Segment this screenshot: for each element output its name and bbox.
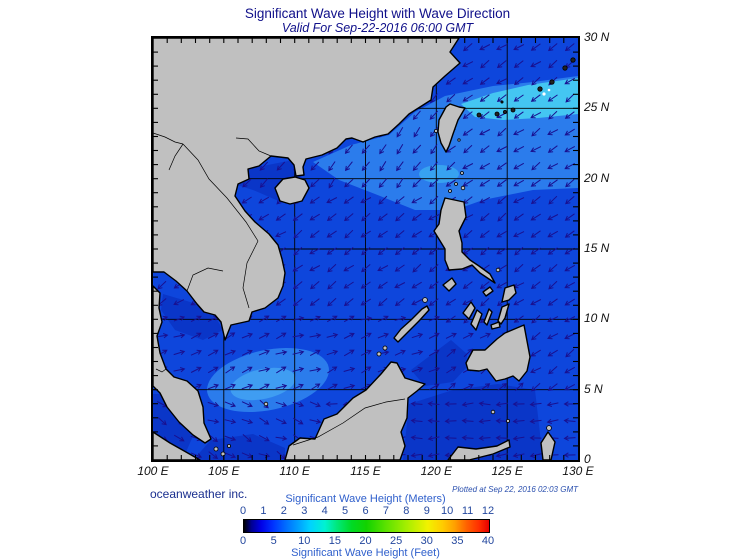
legend-ticks-meters: 0 1 2 3 4 5 6 7 8 9 10 11 12 (239, 505, 494, 517)
y-axis-label: 20 N (584, 170, 610, 185)
legend-tick-meters: 2 (280, 505, 287, 517)
legend-tick-feet: 15 (328, 535, 341, 547)
y-axis-label: 10 N (584, 311, 610, 326)
legend-tick-meters: 8 (403, 505, 410, 517)
x-axis-label: 100 E (137, 464, 169, 478)
y-axis-label: 30 N (584, 30, 610, 44)
x-axis-label: 115 E (350, 464, 381, 478)
legend-colorbar (243, 519, 490, 533)
y-axis-label: 0 (584, 452, 591, 466)
legend-tick-meters: 10 (441, 505, 454, 517)
land-mindanao (465, 324, 531, 382)
legend-tick-feet: 35 (451, 535, 464, 547)
island-bohol (490, 321, 501, 330)
x-axis-label: 110 E (279, 464, 310, 478)
legend-tick-feet: 0 (239, 535, 247, 547)
island-cebu (483, 308, 493, 326)
island-mindoro (442, 277, 457, 292)
land-china-indochina (153, 38, 461, 341)
y-axis-label: 25 N (584, 100, 610, 115)
legend-tick-meters: 5 (342, 505, 349, 517)
legend-tick-feet: 30 (420, 535, 433, 547)
land-hainan (274, 176, 310, 205)
x-axis-label: 120 E (420, 464, 453, 478)
legend-tick-meters: 11 (461, 505, 474, 517)
island-palawan (393, 305, 430, 343)
land-taiwan (437, 103, 466, 153)
legend-tick-meters: 4 (321, 505, 328, 517)
border-ticks (153, 38, 578, 460)
legend-tick-meters: 1 (260, 505, 267, 517)
small-islands (213, 57, 576, 457)
legend-tick-feet: 20 (359, 535, 372, 547)
map-canvas (153, 38, 578, 460)
legend-tick-feet: 10 (298, 535, 311, 547)
x-axis-label: 125 E (491, 464, 523, 478)
land-sulawesi (447, 439, 511, 460)
legend-tick-meters: 6 (362, 505, 369, 517)
chart-subtitle: Valid For Sep-22-2016 06:00 GMT (281, 21, 474, 35)
legend-tick-feet: 5 (270, 535, 277, 547)
legend-tick-meters: 3 (301, 505, 308, 517)
land-malay-peninsula (153, 285, 212, 444)
island-masbate (482, 286, 494, 297)
legend-tick-feet: 40 (481, 535, 495, 547)
legend-tick-meters: 12 (481, 505, 495, 517)
y-axis-label: 5 N (584, 381, 603, 396)
plotted-timestamp: Plotted at Sep 22, 2016 02:03 GMT (452, 485, 578, 494)
chart-title: Significant Wave Height with Wave Direct… (244, 6, 511, 21)
country-borders (153, 132, 406, 446)
land-luzon (433, 197, 496, 284)
map-panel (151, 36, 580, 462)
island-samar (501, 284, 517, 303)
land-halmahera (540, 431, 556, 460)
legend-tick-meters: 0 (239, 505, 247, 517)
legend-tick-feet: 25 (390, 535, 403, 547)
land-sumatra (153, 431, 201, 460)
legend-title-feet: Significant Wave Height (Feet) (291, 547, 440, 559)
legend-title-meters: Significant Wave Height (Meters) (285, 493, 446, 505)
island-panay (462, 301, 476, 320)
y-axis-label: 15 N (584, 241, 610, 255)
island-negros (470, 309, 483, 331)
island-leyte (497, 303, 510, 325)
credit-text: oceanweather inc. (150, 487, 248, 501)
legend-tick-meters: 7 (382, 505, 389, 517)
x-axis-label: 130 E (562, 464, 594, 478)
x-axis-label: 105 E (208, 464, 240, 478)
legend-ticks-feet: 0 5 10 15 20 25 30 35 40 (239, 535, 494, 547)
legend-tick-meters: 9 (423, 505, 430, 517)
